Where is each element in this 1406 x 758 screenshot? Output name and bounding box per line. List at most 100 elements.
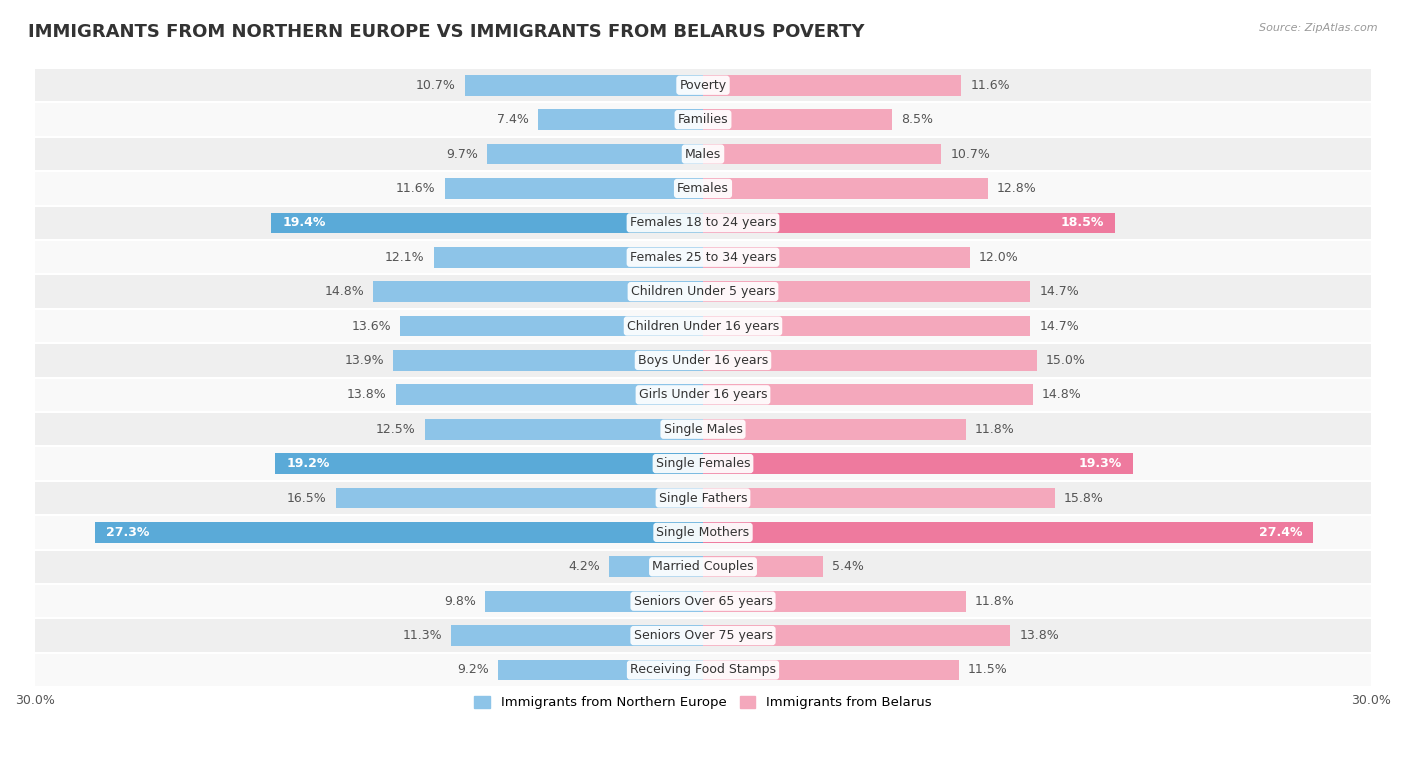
Bar [703,419,966,440]
Bar [703,212,1115,233]
Text: Single Mothers: Single Mothers [657,526,749,539]
Bar [444,178,703,199]
Text: 8.5%: 8.5% [901,113,934,126]
Text: 19.3%: 19.3% [1078,457,1122,470]
Bar [703,75,962,96]
Text: Seniors Over 65 years: Seniors Over 65 years [634,595,772,608]
Bar [35,412,1371,446]
Bar [703,556,824,577]
Bar [395,384,703,405]
Bar [35,205,1371,240]
Text: 9.8%: 9.8% [444,595,475,608]
Text: 13.8%: 13.8% [1019,629,1059,642]
Text: Receiving Food Stamps: Receiving Food Stamps [630,663,776,676]
Bar [703,144,941,164]
Bar [35,343,1371,377]
Bar [276,453,703,474]
Bar [374,281,703,302]
Bar [451,625,703,646]
Text: Families: Families [678,113,728,126]
Bar [394,350,703,371]
Text: 14.8%: 14.8% [325,285,364,298]
Bar [35,550,1371,584]
Text: Source: ZipAtlas.com: Source: ZipAtlas.com [1260,23,1378,33]
Bar [433,247,703,268]
Text: 14.7%: 14.7% [1039,285,1078,298]
Text: 12.8%: 12.8% [997,182,1036,195]
Text: 27.3%: 27.3% [107,526,149,539]
Bar [609,556,703,577]
Text: 10.7%: 10.7% [950,148,990,161]
Legend: Immigrants from Northern Europe, Immigrants from Belarus: Immigrants from Northern Europe, Immigra… [470,691,936,715]
Text: 12.5%: 12.5% [375,423,416,436]
Bar [703,487,1054,509]
Text: 19.2%: 19.2% [287,457,330,470]
Bar [35,137,1371,171]
Bar [703,350,1038,371]
Text: 4.2%: 4.2% [569,560,600,573]
Bar [703,281,1031,302]
Bar [425,419,703,440]
Text: 9.7%: 9.7% [446,148,478,161]
Text: 13.9%: 13.9% [344,354,385,367]
Text: 27.4%: 27.4% [1258,526,1302,539]
Text: 16.5%: 16.5% [287,491,326,505]
Text: 9.2%: 9.2% [457,663,489,676]
Text: IMMIGRANTS FROM NORTHERN EUROPE VS IMMIGRANTS FROM BELARUS POVERTY: IMMIGRANTS FROM NORTHERN EUROPE VS IMMIG… [28,23,865,41]
Bar [703,522,1313,543]
Text: 15.0%: 15.0% [1046,354,1085,367]
Text: 19.4%: 19.4% [283,216,326,230]
Text: Single Females: Single Females [655,457,751,470]
Text: 18.5%: 18.5% [1060,216,1104,230]
Text: Girls Under 16 years: Girls Under 16 years [638,388,768,401]
Text: Seniors Over 75 years: Seniors Over 75 years [634,629,772,642]
Bar [703,109,893,130]
Bar [703,178,988,199]
Bar [486,144,703,164]
Bar [35,68,1371,102]
Bar [35,171,1371,205]
Text: Children Under 5 years: Children Under 5 years [631,285,775,298]
Text: 11.3%: 11.3% [404,629,443,642]
Text: Females 25 to 34 years: Females 25 to 34 years [630,251,776,264]
Text: 14.7%: 14.7% [1039,320,1078,333]
Bar [703,591,966,612]
Bar [703,247,970,268]
Bar [35,481,1371,515]
Bar [703,625,1011,646]
Text: 15.8%: 15.8% [1064,491,1104,505]
Text: 14.8%: 14.8% [1042,388,1081,401]
Bar [35,515,1371,550]
Text: Females 18 to 24 years: Females 18 to 24 years [630,216,776,230]
Bar [35,274,1371,309]
Bar [703,384,1032,405]
Bar [271,212,703,233]
Bar [35,240,1371,274]
Text: Single Fathers: Single Fathers [659,491,747,505]
Text: 13.8%: 13.8% [347,388,387,401]
Text: 11.6%: 11.6% [970,79,1010,92]
Text: Single Males: Single Males [664,423,742,436]
Bar [96,522,703,543]
Text: Boys Under 16 years: Boys Under 16 years [638,354,768,367]
Bar [465,75,703,96]
Text: 7.4%: 7.4% [498,113,529,126]
Text: Males: Males [685,148,721,161]
Bar [35,619,1371,653]
Bar [35,446,1371,481]
Bar [35,653,1371,688]
Text: 5.4%: 5.4% [832,560,865,573]
Text: 11.5%: 11.5% [967,663,1008,676]
Text: 11.8%: 11.8% [974,595,1014,608]
Text: Poverty: Poverty [679,79,727,92]
Text: 11.8%: 11.8% [974,423,1014,436]
Bar [35,377,1371,412]
Text: 12.1%: 12.1% [385,251,425,264]
Bar [336,487,703,509]
Text: 10.7%: 10.7% [416,79,456,92]
Text: Married Couples: Married Couples [652,560,754,573]
Text: 11.6%: 11.6% [396,182,436,195]
Text: 12.0%: 12.0% [979,251,1019,264]
Bar [401,315,703,337]
Bar [35,584,1371,619]
